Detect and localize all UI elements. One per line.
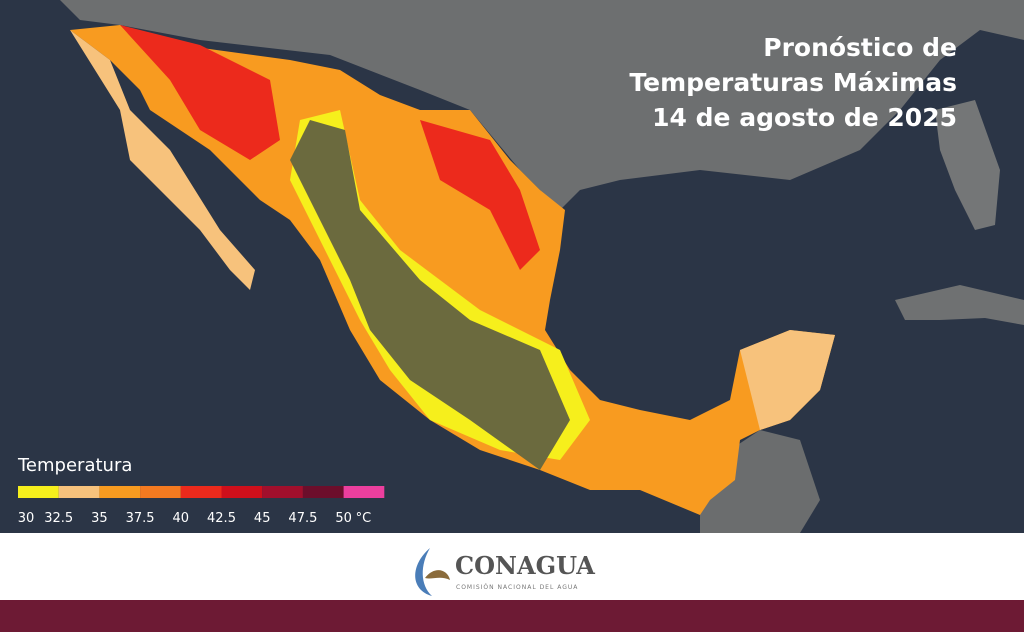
legend-swatch — [262, 486, 303, 498]
legend-swatch — [99, 486, 141, 498]
title-line: Temperaturas Máximas — [629, 68, 957, 97]
coahuila-hot — [420, 120, 540, 270]
legend-label: 40 — [173, 511, 190, 526]
legend-swatch — [18, 486, 59, 498]
legend-label: 30 — [18, 511, 35, 526]
legend-label: 42.5 — [207, 511, 236, 526]
legend-swatch — [180, 486, 222, 498]
legend-label: 35 — [91, 511, 108, 526]
legend-swatch — [343, 486, 385, 498]
sonora-hot — [120, 25, 280, 160]
legend-label: 37.5 — [126, 511, 155, 526]
footer — [0, 533, 1024, 600]
legend-unit: °C — [356, 511, 372, 526]
legend-swatch — [302, 486, 344, 498]
legend-label: 50 — [335, 511, 352, 526]
highlands — [290, 120, 570, 470]
legend-label: 47.5 — [288, 511, 317, 526]
baja-california — [70, 30, 255, 290]
legend-swatch — [58, 486, 100, 498]
logo-icon — [425, 570, 450, 580]
logo-subtitle: COMISIÓN NACIONAL DEL AGUA — [456, 584, 578, 591]
florida — [935, 100, 1000, 230]
legend: Temperatura 30 32.5 35 37.5 40 42.5 45 47.5 50 °C — [17, 455, 385, 526]
us-land — [60, 0, 1024, 210]
legend-label: 32.5 — [44, 511, 73, 526]
cuba — [895, 285, 1024, 325]
legend-swatch — [140, 486, 181, 498]
title-line: 14 de agosto de 2025 — [652, 103, 957, 132]
legend-swatch — [221, 486, 263, 498]
bottom-bar — [0, 600, 1024, 632]
title: Pronóstico de Temperaturas Máximas 14 de… — [629, 33, 957, 132]
yucatan — [740, 330, 835, 430]
logo-text: CONAGUA — [455, 551, 595, 580]
legend-title: Temperatura — [17, 455, 132, 476]
logo-icon — [415, 548, 432, 596]
legend-label: 45 — [254, 511, 271, 526]
title-line: Pronóstico de — [763, 33, 957, 62]
